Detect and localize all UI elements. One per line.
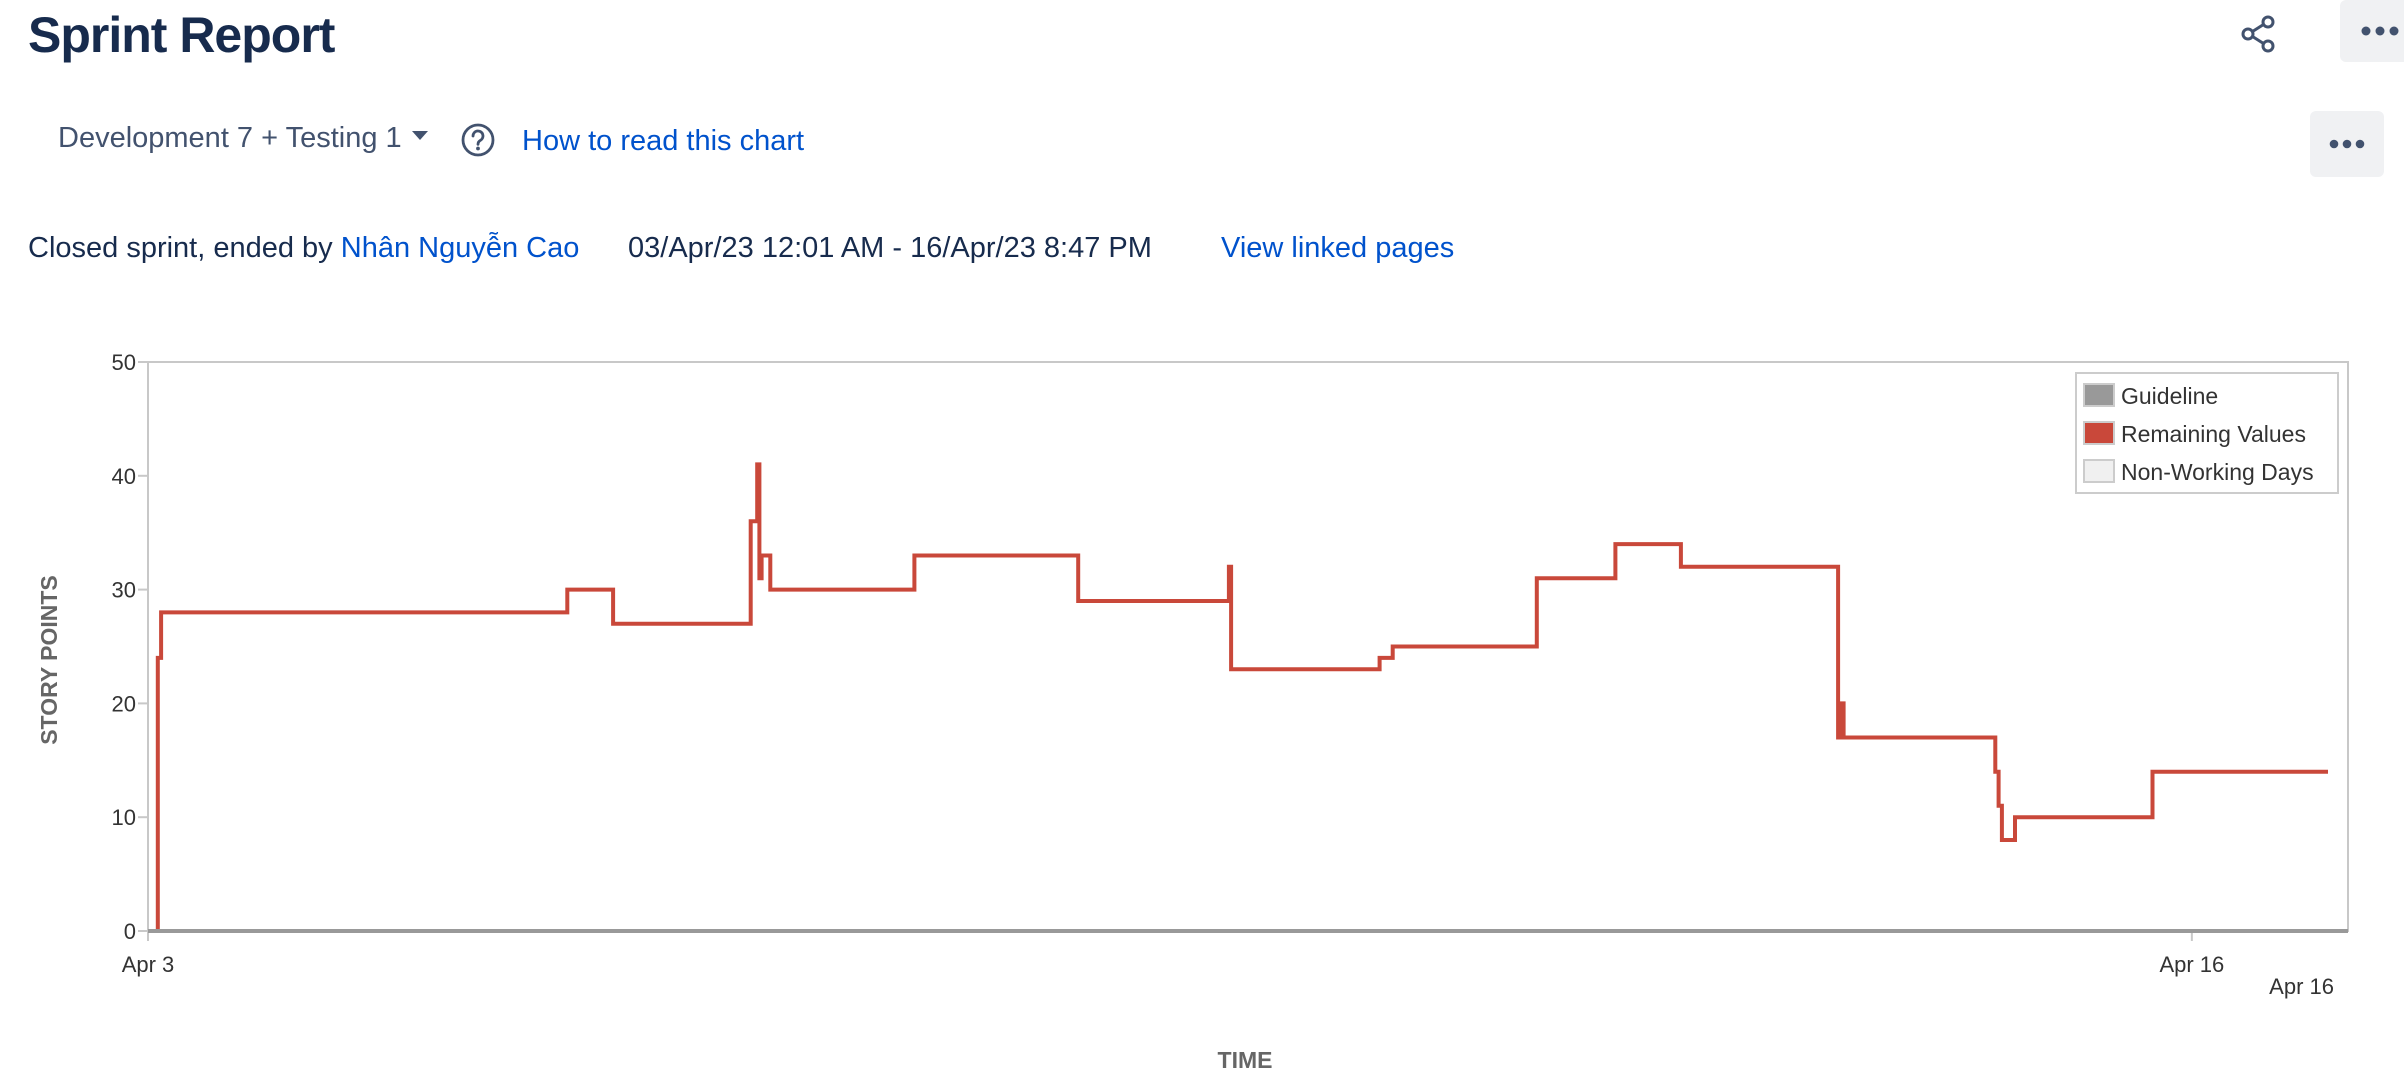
x-axis: Apr 3 Apr 16 Apr 16: [122, 931, 2334, 999]
y-tick-label: 10: [112, 805, 136, 830]
y-tick-label: 50: [112, 350, 136, 375]
x-tick-label: Apr 16: [2159, 952, 2224, 977]
y-tick-label: 20: [112, 691, 136, 716]
share-icon: [2241, 15, 2275, 53]
y-tick-label: 40: [112, 464, 136, 489]
x-axis-title: TIME: [1218, 1047, 1273, 1073]
sprint-status-label: Closed sprint, ended by: [28, 232, 341, 264]
share-button[interactable]: [2230, 6, 2286, 62]
x-tick-label: Apr 3: [122, 952, 175, 977]
sprint-status: Closed sprint, ended by Nhân Nguyễn Cao: [28, 232, 579, 265]
sprint-select-value: Development 7 + Testing 1: [58, 122, 402, 154]
chart-legend: Guideline Remaining Values Non-Working D…: [2075, 372, 2339, 494]
legend-swatch-non-working: [2083, 459, 2115, 483]
y-axis-title: STORY POINTS: [36, 575, 62, 745]
page-more-actions-button[interactable]: [2340, 0, 2404, 62]
series-layer: [154, 462, 2329, 933]
legend-label-guideline: Guideline: [2121, 383, 2218, 409]
legend-swatch-guideline: [2083, 383, 2115, 407]
more-horizontal-icon: [2329, 139, 2365, 149]
how-to-read-chart-link[interactable]: How to read this chart: [522, 125, 805, 157]
page-title: Sprint Report: [28, 7, 335, 63]
view-linked-pages-link[interactable]: View linked pages: [1221, 232, 1455, 264]
legend-label-remaining: Remaining Values: [2121, 421, 2306, 447]
help-button[interactable]: [460, 122, 496, 158]
y-tick-label: 30: [112, 578, 136, 603]
question-circle-icon: [461, 123, 495, 157]
sprint-select-dropdown[interactable]: Development 7 + Testing 1: [58, 122, 428, 155]
more-horizontal-icon: [2361, 26, 2399, 36]
legend-box: [2075, 372, 2339, 494]
x-tick-label: Apr 16: [2269, 974, 2334, 999]
chart-more-actions-button[interactable]: [2310, 111, 2384, 177]
remaining-values-line: [154, 462, 2328, 933]
legend-swatch-remaining: [2083, 421, 2115, 445]
sprint-date-range: 03/Apr/23 12:01 AM - 16/Apr/23 8:47 PM: [628, 232, 1152, 264]
ended-by-user-link[interactable]: Nhân Nguyễn Cao: [340, 232, 580, 264]
legend-label-non-working: Non-Working Days: [2121, 459, 2314, 485]
chevron-down-icon: [411, 131, 428, 140]
y-tick-label: 0: [124, 919, 136, 944]
y-axis: 0 10 20 30 40 50: [112, 350, 148, 944]
plot-area: [147, 361, 2349, 932]
